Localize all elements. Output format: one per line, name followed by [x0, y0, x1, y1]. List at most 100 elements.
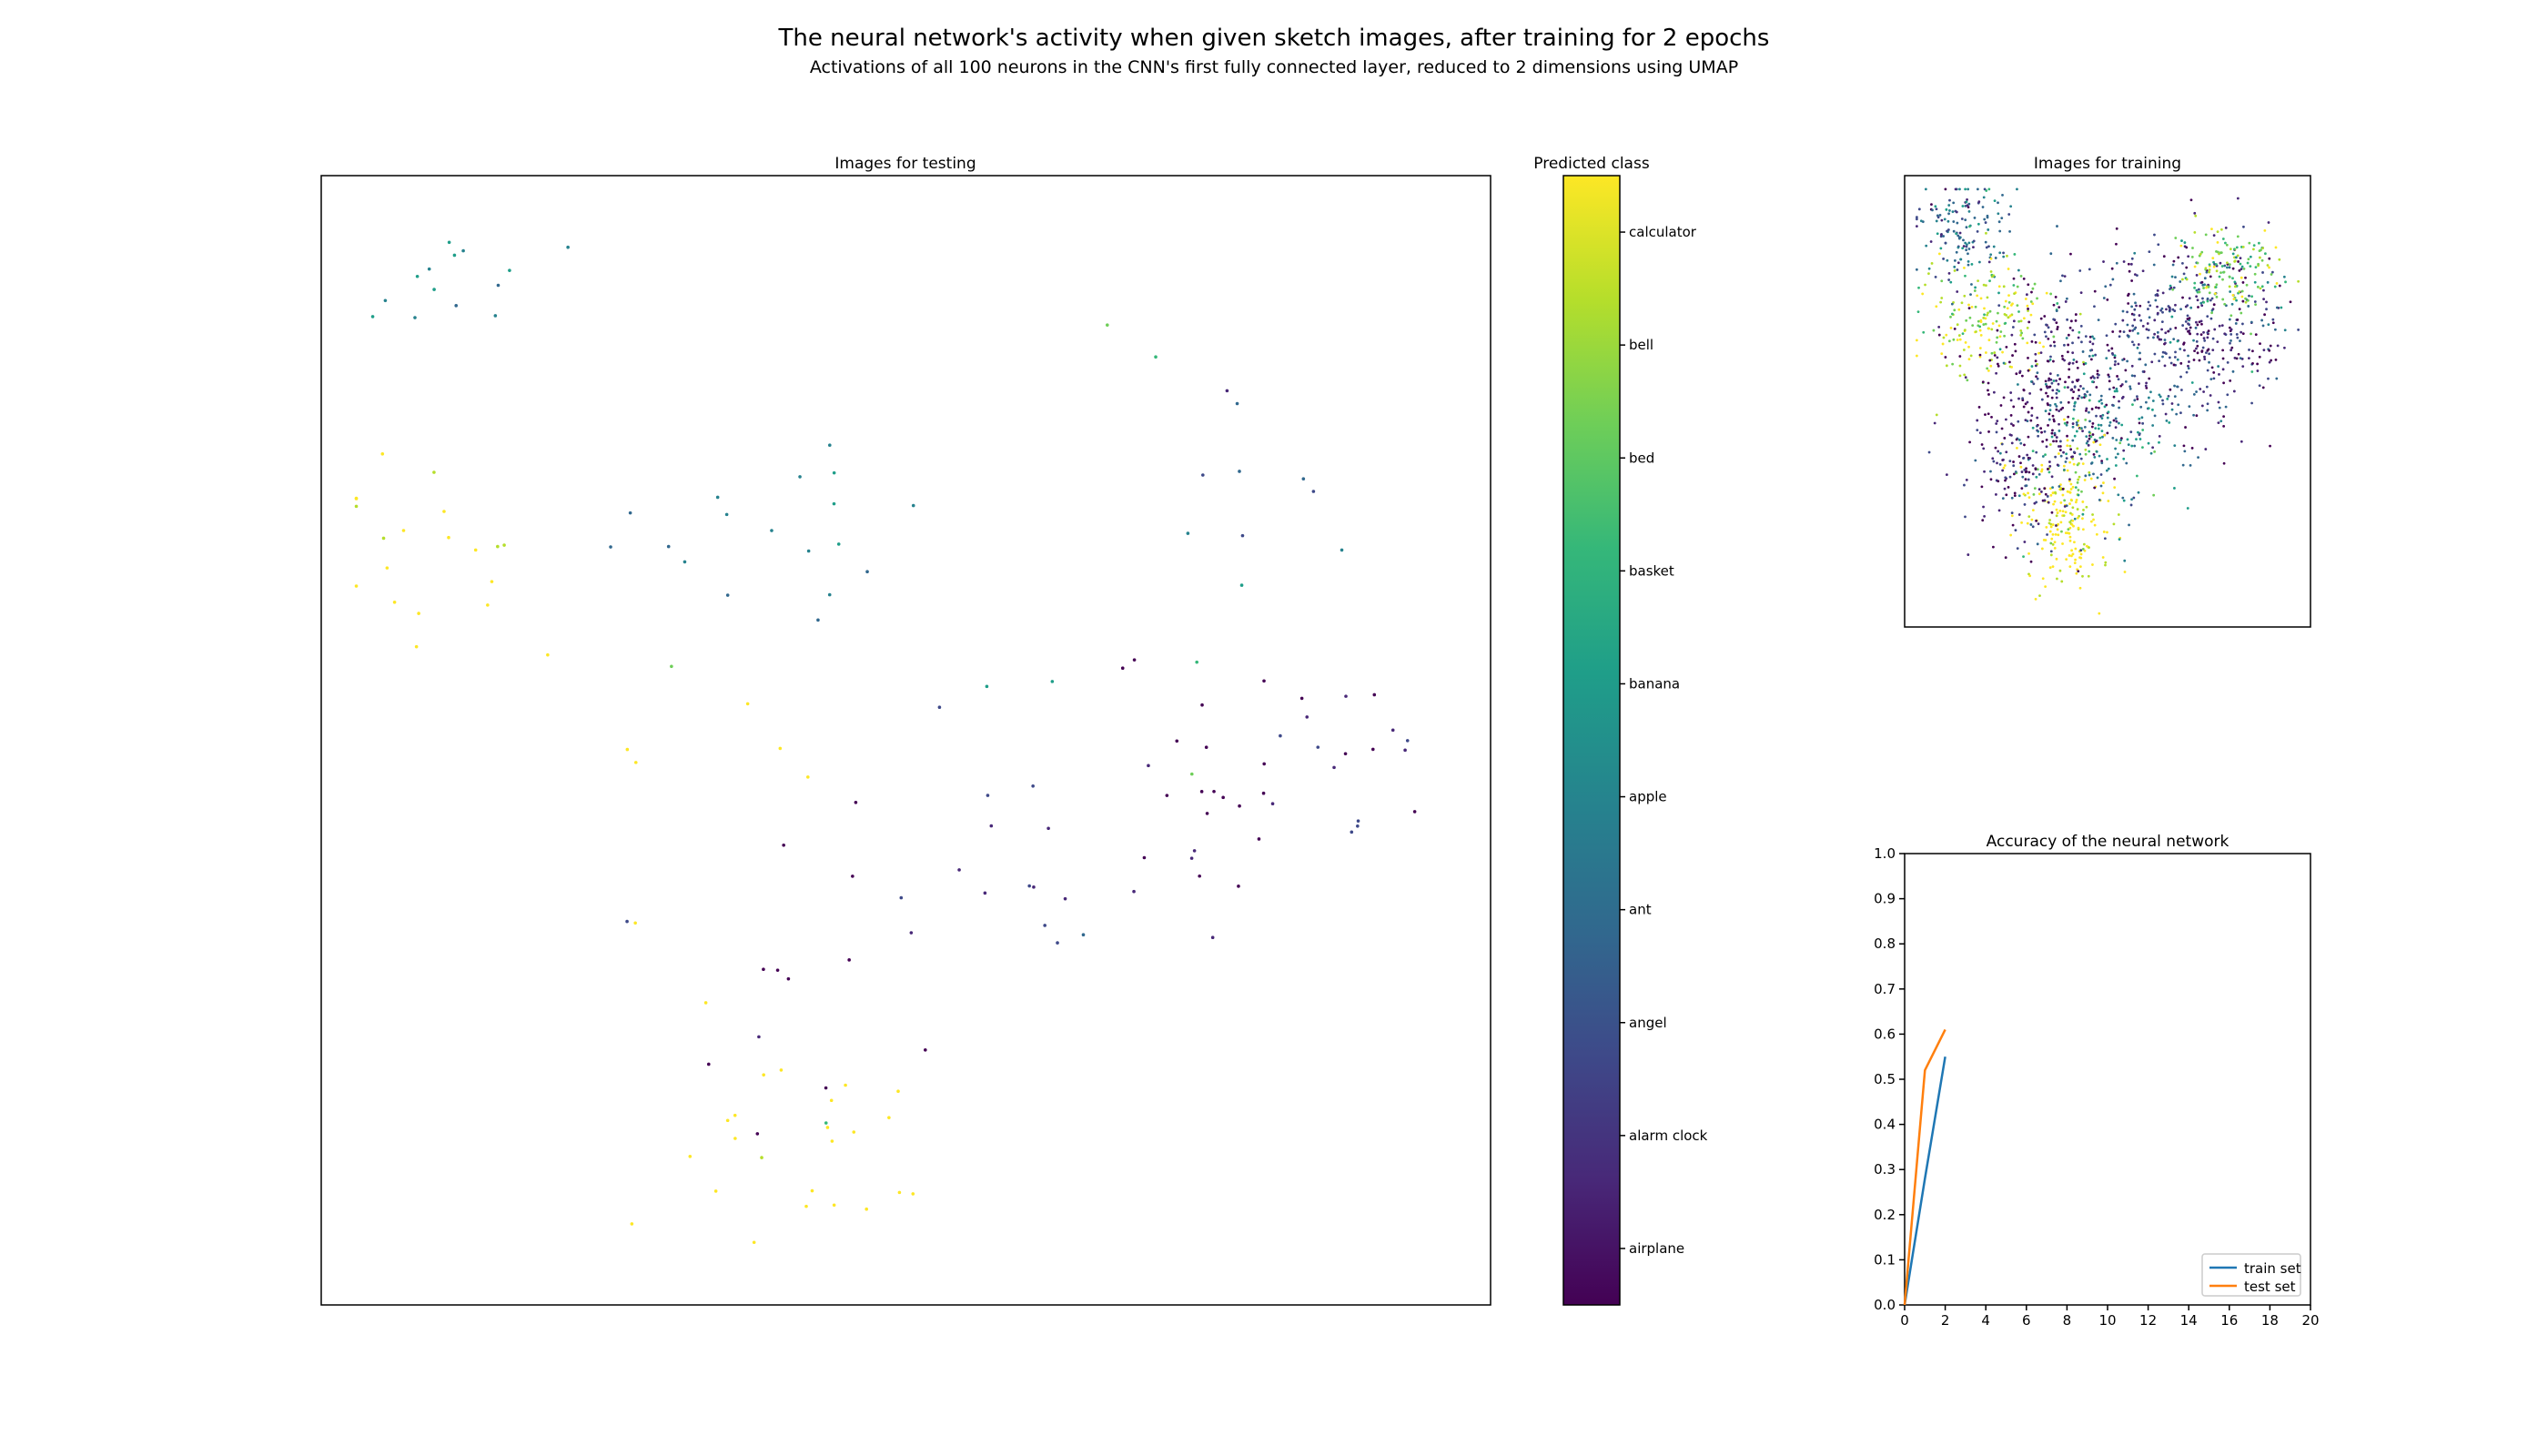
train-point [2105, 403, 2108, 407]
train-point [2198, 359, 2201, 362]
train-point [2147, 300, 2150, 304]
train-point [2019, 329, 2023, 332]
train-point [2003, 334, 2006, 338]
train-point [2053, 546, 2057, 550]
test-point [546, 652, 550, 657]
train-point [2253, 280, 2257, 284]
train-point [2081, 350, 2085, 353]
train-point [2129, 262, 2133, 266]
train-point [2012, 319, 2016, 323]
train-point [2084, 394, 2088, 398]
train-point [2223, 332, 2227, 336]
train-scatter-title: Images for training [2034, 155, 2181, 173]
legend-test-label: test set [2244, 1279, 2296, 1295]
train-point [2088, 393, 2092, 397]
train-point [2066, 439, 2069, 442]
train-point [2068, 444, 2072, 448]
train-point [2004, 299, 2007, 303]
train-point [2138, 438, 2142, 440]
train-point [2085, 441, 2088, 445]
train-point [2077, 493, 2080, 497]
train-point [2215, 269, 2219, 273]
test-point [1299, 696, 1304, 701]
train-point [1985, 231, 1987, 235]
train-point [2218, 406, 2221, 410]
train-point [2017, 420, 2020, 423]
train-point [2076, 480, 2079, 484]
test-point [760, 1156, 763, 1159]
train-point [2262, 298, 2265, 301]
test-scatter-panel: Images for testing [320, 155, 1491, 1306]
train-point [2078, 586, 2082, 590]
train-point [2112, 395, 2116, 399]
train-point [1978, 260, 1981, 264]
train-point [2044, 382, 2048, 386]
train-point [2198, 320, 2201, 324]
train-point [2074, 470, 2078, 474]
train-point [1985, 246, 1988, 249]
train-point [2051, 533, 2055, 536]
train-point [2230, 349, 2233, 352]
y-tick-label: 0.7 [1874, 981, 1896, 997]
train-point [1953, 308, 1956, 312]
train-point [2173, 487, 2176, 490]
train-point [2207, 285, 2210, 288]
train-point [2232, 298, 2236, 301]
test-point [1189, 856, 1194, 860]
train-point [1956, 234, 1960, 238]
train-point [2150, 360, 2154, 364]
train-point [2046, 386, 2049, 389]
train-point [2136, 346, 2139, 349]
train-point [2009, 422, 2013, 426]
train-point [2240, 295, 2244, 298]
train-point [2045, 438, 2048, 441]
train-point [1970, 283, 1973, 286]
train-point [1987, 393, 1990, 396]
test-point [825, 1126, 830, 1129]
train-point [2076, 463, 2079, 467]
train-point [2029, 523, 2033, 526]
train-point [2241, 365, 2245, 369]
train-point [2068, 539, 2072, 542]
test-point [1186, 531, 1190, 535]
series-line-train-set [1903, 1056, 1946, 1306]
train-point [2239, 257, 2242, 260]
train-point [2009, 414, 2013, 417]
train-point [2108, 420, 2112, 424]
train-point [2107, 500, 2110, 502]
train-point [1931, 208, 1934, 212]
test-point [909, 931, 914, 935]
train-point [2098, 443, 2102, 447]
train-point [2179, 361, 2183, 365]
train-point [2197, 456, 2199, 460]
train-point [1997, 304, 2001, 308]
train-point [2075, 379, 2078, 382]
train-point [2043, 330, 2047, 334]
train-point [2240, 268, 2243, 271]
train-point [2081, 462, 2085, 466]
train-point [1981, 519, 1985, 522]
train-point [2130, 444, 2134, 448]
test-point [1212, 789, 1216, 794]
train-point [2222, 425, 2226, 428]
train-point [2006, 307, 2009, 310]
train-point [2043, 430, 2047, 433]
train-point [2101, 491, 2105, 495]
test-point [1210, 935, 1215, 940]
train-point [2156, 335, 2159, 339]
train-point [2007, 268, 2010, 270]
test-point [490, 580, 494, 583]
train-point [2206, 336, 2209, 339]
train-point [2074, 500, 2078, 504]
test-point [786, 976, 791, 981]
test-point [851, 875, 854, 878]
train-point [2082, 387, 2085, 390]
train-point [2002, 466, 2006, 470]
train-point [1966, 198, 1968, 201]
train-point [1949, 315, 1952, 318]
train-point [1998, 335, 2002, 339]
test-point [1032, 885, 1036, 889]
train-point [2217, 365, 2220, 368]
test-point [609, 545, 612, 549]
train-point [2229, 379, 2232, 382]
